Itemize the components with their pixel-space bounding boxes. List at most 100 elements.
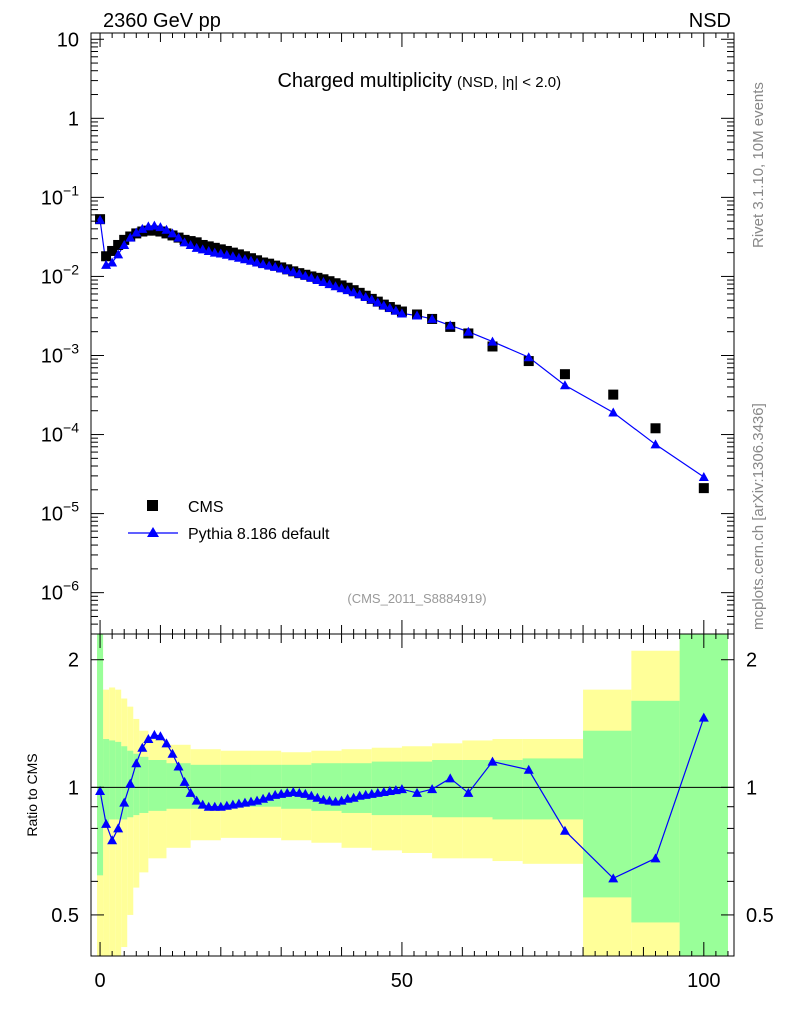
ratio-inner-band xyxy=(121,746,128,820)
pythia-data-point xyxy=(487,336,498,346)
ratio-point xyxy=(149,729,160,739)
pythia-data-point xyxy=(463,326,474,336)
pythia-data-point xyxy=(101,259,112,269)
main-y-tick-label: 10 xyxy=(57,29,79,51)
cms-data-point xyxy=(149,225,160,236)
main-panel: 10 1 10−1 10−2 10−3 10−4 10−5 10−6 Charged mult… xyxy=(41,29,735,635)
ratio-inner-band xyxy=(462,760,493,818)
ratio-point xyxy=(95,786,106,796)
pythia-data-point xyxy=(698,472,709,482)
ratio-point xyxy=(324,795,335,805)
main-y-tick-label: 1 xyxy=(68,108,79,130)
ratio-point xyxy=(143,734,154,744)
ratio-inner-band xyxy=(133,753,140,816)
pythia-data-point xyxy=(559,380,570,390)
ratio-plot-content xyxy=(91,634,734,956)
ratio-point xyxy=(487,756,498,766)
cms-data-point xyxy=(155,226,166,237)
ratio-inner-band xyxy=(97,634,104,876)
pythia-data-point xyxy=(378,300,389,310)
pythia-data-point xyxy=(523,352,534,362)
ratio-point xyxy=(155,731,166,741)
pythia-data-point xyxy=(167,228,178,238)
pythia-data-point xyxy=(264,260,275,270)
pythia-data-point xyxy=(360,291,371,301)
x-tick-label: 50 xyxy=(391,970,413,992)
main-y-tick-label: 10−4 xyxy=(41,420,79,447)
pythia-data-point xyxy=(258,259,269,269)
ratio-inner-band xyxy=(492,760,523,820)
ratio-point xyxy=(698,712,709,722)
pythia-data-point xyxy=(125,232,136,242)
main-y-tick-label: 10−1 xyxy=(41,182,79,209)
pythia-data-point xyxy=(161,224,172,234)
ratio-inner-band xyxy=(115,741,122,820)
pythia-data-point xyxy=(239,254,250,264)
main-y-tick-labels: 10 1 10−1 10−2 10−3 10−4 10−5 10−6 xyxy=(41,29,79,604)
x-tick-label: 100 xyxy=(687,970,720,992)
ratio-y-tick-label-left: 0.5 xyxy=(51,905,79,927)
cms-data-point xyxy=(191,237,202,248)
cms-data-point xyxy=(113,239,124,250)
cms-data-point xyxy=(608,389,619,400)
ratio-point xyxy=(608,873,619,883)
ratio-y-tick-label-right: 0.5 xyxy=(746,905,774,927)
ratio-y-tick-label-right: 2 xyxy=(746,650,757,672)
pythia-data-point xyxy=(427,313,438,323)
pythia-data-point xyxy=(348,287,359,297)
pythia-data-point xyxy=(137,223,148,233)
ratio-point xyxy=(185,787,196,797)
x-tick-label: 0 xyxy=(94,970,105,992)
analysis-id-label: (CMS_2011_S8884919) xyxy=(347,591,486,606)
main-plot-content xyxy=(95,214,709,494)
pythia-data-point xyxy=(412,310,423,320)
pythia-data-point xyxy=(366,294,377,304)
ratio-axis-ticks xyxy=(91,634,734,957)
ratio-inner-band xyxy=(281,764,312,809)
ratio-inner-band xyxy=(148,760,167,811)
rivet-version-label: Rivet 3.1.10, 10M events xyxy=(750,82,767,248)
main-y-tick-label: 10−2 xyxy=(41,261,79,288)
ratio-frame xyxy=(90,633,735,957)
ratio-y-axis-label: Ratio to CMS xyxy=(24,753,40,836)
legend-cms-label: CMS xyxy=(188,499,224,516)
pythia-data-point xyxy=(119,239,130,249)
main-y-tick-label: 10−6 xyxy=(41,578,79,605)
mcplots-reference-label: mcplots.cern.ch [arXiv:1306.3436] xyxy=(750,403,767,630)
cms-data-point xyxy=(143,225,154,236)
ratio-point xyxy=(107,835,118,845)
pythia-data-point xyxy=(336,283,347,293)
pythia-data-point xyxy=(282,265,293,275)
cms-data-point xyxy=(650,423,661,434)
ratio-outer-band xyxy=(115,689,122,956)
pythia-data-point xyxy=(390,305,401,315)
chart-subtitle: (NSD, |η| < 2.0) xyxy=(457,74,561,91)
pythia-data-point xyxy=(197,244,208,254)
ratio-point xyxy=(173,761,184,771)
energy-label: 2360 GeV pp xyxy=(103,10,221,32)
main-y-tick-label: 10−3 xyxy=(41,340,79,367)
ratio-inner-band xyxy=(341,763,372,813)
pythia-data-point xyxy=(209,247,220,257)
pythia-data-point xyxy=(233,252,244,262)
pythia-data-point xyxy=(650,439,661,449)
ratio-y-tick-label-right: 1 xyxy=(746,777,757,799)
ratio-point xyxy=(179,776,190,786)
ratio-panel: 0.5 0.5 1 1 2 2 0 50 100 Ratio to CMS xyxy=(24,633,774,992)
pythia-data-point xyxy=(155,222,166,232)
ratio-point xyxy=(119,797,130,807)
ratio-inner-band xyxy=(103,739,110,824)
ratio-point xyxy=(318,794,329,804)
ratio-point xyxy=(125,778,136,788)
pythia-data-point xyxy=(330,281,341,291)
pythia-data-point xyxy=(203,245,214,255)
pythia-data-point xyxy=(342,285,353,295)
ratio-point xyxy=(191,795,202,805)
legend: CMS Pythia 8.186 default xyxy=(128,499,330,543)
ratio-point xyxy=(412,787,423,797)
ratio-point xyxy=(161,738,172,748)
cms-data-point xyxy=(101,251,112,262)
ratio-point xyxy=(650,853,661,863)
ratio-point xyxy=(523,764,534,774)
